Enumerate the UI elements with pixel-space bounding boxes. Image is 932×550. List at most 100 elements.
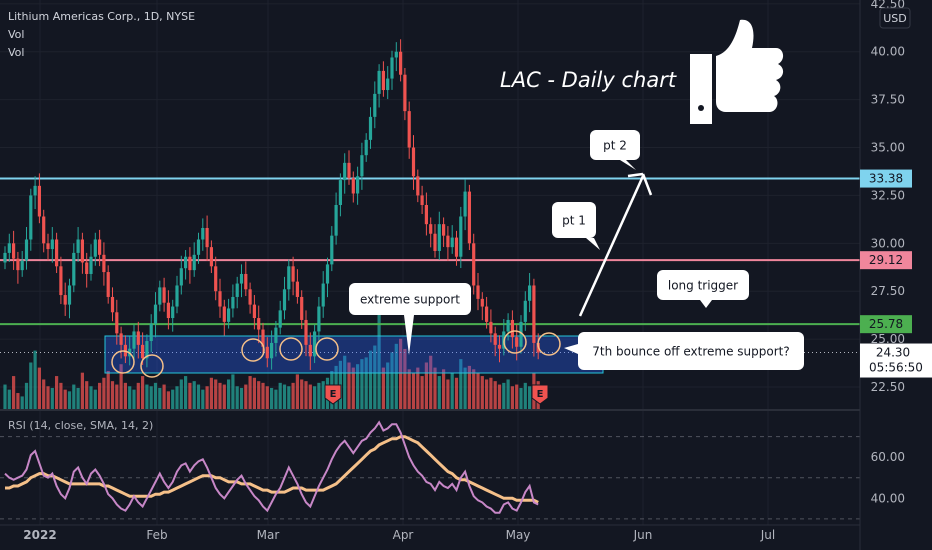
bounce-circle — [315, 337, 339, 361]
volume-bar — [287, 386, 291, 410]
candle-body — [102, 254, 106, 273]
candle-body — [437, 224, 441, 251]
volume-bar — [132, 389, 136, 410]
rsi-ma-line — [5, 435, 539, 504]
thumbs-up-hand — [716, 19, 784, 112]
time-tick: Jul — [760, 528, 775, 542]
candle-body — [493, 333, 497, 345]
volume-bar — [205, 386, 209, 410]
rsi-legend[interactable]: RSI (14, close, SMA, 14, 2) — [8, 419, 154, 432]
candle-body — [528, 285, 532, 301]
candle-body — [235, 283, 239, 297]
volume-bar — [442, 369, 446, 410]
target-arrow-head — [627, 172, 653, 196]
candle-body — [50, 239, 54, 250]
candle-body — [390, 57, 394, 79]
candle-body — [265, 346, 269, 359]
symbol-legend[interactable]: Lithium Americas Corp., 1D, NYSE — [8, 10, 196, 23]
pt1-callout-box — [552, 202, 596, 238]
volume-bar — [201, 389, 205, 410]
volume-bar — [381, 367, 385, 410]
candles — [3, 39, 540, 370]
countdown-label: 05:56:50 — [869, 361, 923, 375]
candle-body — [416, 176, 420, 196]
volume-bar — [149, 386, 153, 410]
long-trigger-callout-tail — [700, 300, 712, 308]
level-label-box — [860, 169, 912, 188]
candle-body — [334, 205, 338, 236]
candle-body — [98, 239, 102, 255]
volume-bar — [7, 389, 11, 410]
rsi-pane — [0, 420, 860, 520]
volume-bar — [411, 372, 416, 410]
bounce-callout-text: 7th bounce off extreme support? — [592, 345, 790, 359]
candle-body — [29, 195, 33, 240]
volume-bar — [450, 372, 454, 410]
price-tick: 40.00 — [871, 45, 905, 59]
volume-bar — [265, 386, 269, 410]
volume-bar — [407, 369, 411, 410]
vol-legend-2[interactable]: Vol — [8, 46, 25, 59]
candle-body — [20, 260, 24, 271]
candle-body — [399, 51, 403, 75]
volume-bar — [63, 389, 67, 410]
volume-bar — [209, 377, 213, 410]
vol-legend-1[interactable]: Vol — [8, 28, 25, 41]
candle-body — [420, 195, 424, 205]
candle-body — [141, 344, 145, 359]
extreme-support-callout-box — [349, 283, 471, 315]
candle-body — [321, 283, 325, 307]
candle-body — [338, 180, 342, 205]
volume-bar — [304, 381, 308, 410]
extreme-support-callout-tail — [404, 315, 414, 355]
volume-bar — [184, 376, 188, 410]
volume-bar — [12, 376, 16, 410]
volume-bar — [244, 384, 248, 410]
candle-body — [411, 147, 416, 177]
candle-body — [171, 306, 175, 319]
volume-bar — [420, 376, 424, 410]
volume-bar — [416, 367, 420, 410]
volume-bar — [261, 382, 265, 410]
candle-body — [89, 256, 93, 274]
volume-bar — [446, 379, 450, 410]
volume-bar — [493, 381, 497, 410]
volume-bar — [46, 386, 50, 410]
volume-bar — [515, 384, 519, 410]
candle-body — [515, 337, 519, 347]
bounce-callout-box — [578, 332, 804, 370]
time-tick: Mar — [257, 528, 280, 542]
volume-bar — [386, 362, 390, 410]
candle-body — [274, 327, 278, 343]
candle-body — [313, 331, 317, 357]
candle-body — [257, 318, 261, 330]
volume-bar — [231, 374, 235, 410]
volume-bar — [295, 374, 299, 410]
chart-title: LAC - Daily chart — [500, 68, 677, 92]
long-trigger-callout-box — [657, 270, 749, 300]
candle-body — [476, 285, 480, 299]
volume-bar — [136, 382, 140, 410]
candle-body — [252, 304, 256, 319]
candle-body — [188, 256, 192, 271]
volume-bar — [270, 387, 274, 410]
candle-body — [467, 191, 471, 244]
candle-body — [179, 268, 183, 286]
volume-bar — [55, 376, 59, 410]
extreme-support-callout-text: extreme support — [360, 293, 460, 307]
volume-bar — [364, 357, 368, 410]
volume-bar — [257, 381, 261, 410]
volume-bar — [158, 387, 162, 410]
rsi-tick: 40.00 — [871, 491, 905, 505]
candle-body — [368, 116, 373, 140]
candle-body — [192, 254, 196, 271]
earnings-marker — [531, 384, 549, 405]
volume-bar — [115, 384, 119, 410]
volume-bar — [485, 379, 489, 410]
candle-body — [489, 321, 493, 334]
pt2-callout-box — [590, 130, 640, 160]
candle-body — [429, 224, 433, 234]
volume-bar — [67, 391, 72, 410]
volume-bar — [377, 315, 381, 410]
